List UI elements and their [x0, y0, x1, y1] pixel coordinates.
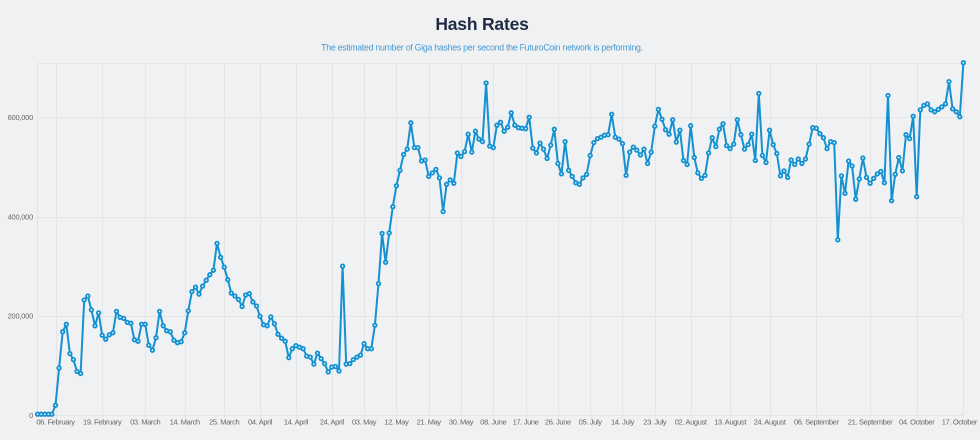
- svg-text:19. February: 19. February: [83, 417, 122, 426]
- svg-text:21. September: 21. September: [848, 417, 893, 426]
- svg-text:14. April: 14. April: [284, 417, 309, 426]
- svg-text:05. July: 05. July: [579, 417, 603, 426]
- svg-text:The estimated number of Giga h: The estimated number of Giga hashes per …: [321, 42, 643, 52]
- svg-text:30. May: 30. May: [449, 417, 474, 426]
- svg-text:04. October: 04. October: [899, 417, 935, 426]
- svg-text:25. March: 25. March: [209, 417, 239, 426]
- svg-text:14. July: 14. July: [611, 417, 635, 426]
- svg-text:Hash Rates: Hash Rates: [435, 14, 529, 34]
- svg-text:12. May: 12. May: [384, 417, 409, 426]
- svg-text:23. July: 23. July: [643, 417, 667, 426]
- svg-text:08. June: 08. June: [480, 417, 506, 426]
- svg-text:17. October: 17. October: [942, 417, 978, 426]
- svg-text:400,000: 400,000: [8, 212, 33, 221]
- svg-text:0: 0: [29, 411, 33, 420]
- svg-text:03. March: 03. March: [130, 417, 160, 426]
- svg-text:21. May: 21. May: [417, 417, 442, 426]
- svg-text:200,000: 200,000: [8, 312, 33, 321]
- svg-text:03. May: 03. May: [352, 417, 377, 426]
- svg-text:600,000: 600,000: [8, 113, 33, 122]
- svg-text:02. August: 02. August: [675, 417, 708, 426]
- svg-text:24. April: 24. April: [320, 417, 345, 426]
- svg-text:24. August: 24. August: [754, 417, 787, 426]
- svg-text:06. September: 06. September: [794, 417, 839, 426]
- svg-text:04. April: 04. April: [248, 417, 273, 426]
- svg-text:14. March: 14. March: [170, 417, 200, 426]
- svg-text:06. February: 06. February: [36, 417, 75, 426]
- svg-text:17. June: 17. June: [513, 417, 539, 426]
- svg-text:26. June: 26. June: [545, 417, 571, 426]
- svg-text:13. August: 13. August: [714, 417, 747, 426]
